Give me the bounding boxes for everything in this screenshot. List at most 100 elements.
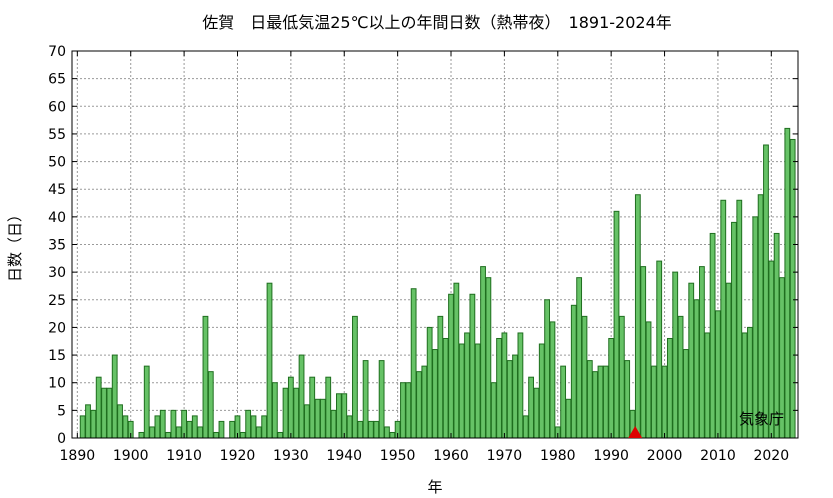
bar [581,315,588,439]
bar [490,382,497,439]
bar [106,387,113,439]
bar [661,365,668,439]
y-tick-label: 20 [48,320,66,336]
bar [789,138,796,439]
bar [330,409,337,439]
bar [197,426,204,439]
x-axis-label: 年 [427,478,442,496]
y-tick-label: 40 [48,210,66,226]
bar [255,426,262,439]
bar [496,337,502,439]
bar [720,199,727,439]
bar [362,360,369,439]
bar [378,360,385,439]
bar [442,337,449,439]
bar [602,365,609,439]
bar [666,337,673,439]
axis-ticks: 0 5 10 15 20 25 30 35 40 45 50 55 60 65 70 1890 1900 1910… [48,44,798,464]
bar [149,426,155,439]
bar [373,420,380,439]
bar [656,260,663,439]
bar [85,404,91,439]
x-tick-label: 2000 [647,448,683,464]
bar [277,431,284,439]
bar [682,349,689,439]
bar [528,376,534,439]
bar [303,404,310,439]
bar [672,271,679,439]
bar [538,343,545,439]
bar [384,426,390,439]
bar [218,420,225,439]
bar [336,393,342,439]
y-tick-label: 35 [48,238,66,254]
bar [597,365,604,439]
bar [95,376,102,439]
x-tick-label: 1960 [433,448,469,464]
bar [271,382,278,439]
y-tick-label: 60 [48,99,66,115]
bar [565,398,572,439]
bar [191,415,198,439]
bar [143,365,150,439]
bar [560,365,567,439]
bar [293,387,300,439]
x-tick-label: 1900 [113,448,149,464]
bar [346,415,353,439]
x-tick-label: 1940 [326,448,362,464]
bar [202,315,209,439]
bar [421,365,428,439]
bar [79,415,86,439]
bar [501,332,508,439]
bar [261,415,268,439]
bar [773,232,780,439]
bar [634,194,641,439]
bar [426,326,433,439]
bar [640,266,647,439]
y-tick-label: 50 [48,155,66,171]
bar [154,415,161,439]
bar [725,282,732,439]
bar [186,420,193,439]
x-tick-label: 1890 [60,448,96,464]
y-axis-label: 日数（日） [6,207,24,282]
y-tick-label: 10 [48,376,66,392]
x-tick-label: 1920 [220,448,256,464]
bar [352,315,358,439]
bar [159,409,166,439]
bar [485,277,492,439]
chart-title: 佐賀 日最低気温25℃以上の年間日数（熱帯夜） 1891-2024年 [202,13,672,32]
bar [592,371,599,439]
bar [319,398,326,439]
bar [245,409,252,439]
credit-label: 気象庁 [739,410,784,428]
bar [250,415,257,439]
y-tick-label: 70 [48,44,66,60]
bar [688,282,695,439]
bar [170,409,177,439]
y-tick-label: 5 [57,403,66,419]
x-tick-label: 2020 [753,448,789,464]
bar [650,365,657,439]
y-tick-label: 25 [48,293,66,309]
bar [213,431,220,439]
bar [624,360,631,439]
bar [117,404,123,439]
y-tick-label: 55 [48,127,66,143]
bar [298,354,305,439]
bar [341,393,348,439]
bar [400,382,406,439]
x-tick-label: 1970 [487,448,523,464]
bar [448,293,454,439]
bar [618,315,625,439]
bar [410,288,417,439]
bar [229,420,236,439]
bar [608,337,615,439]
bar [239,431,246,439]
bar [474,343,481,439]
x-tick-label: 1990 [593,448,629,464]
bar [309,376,316,439]
bar [576,277,583,439]
bar [165,431,171,439]
